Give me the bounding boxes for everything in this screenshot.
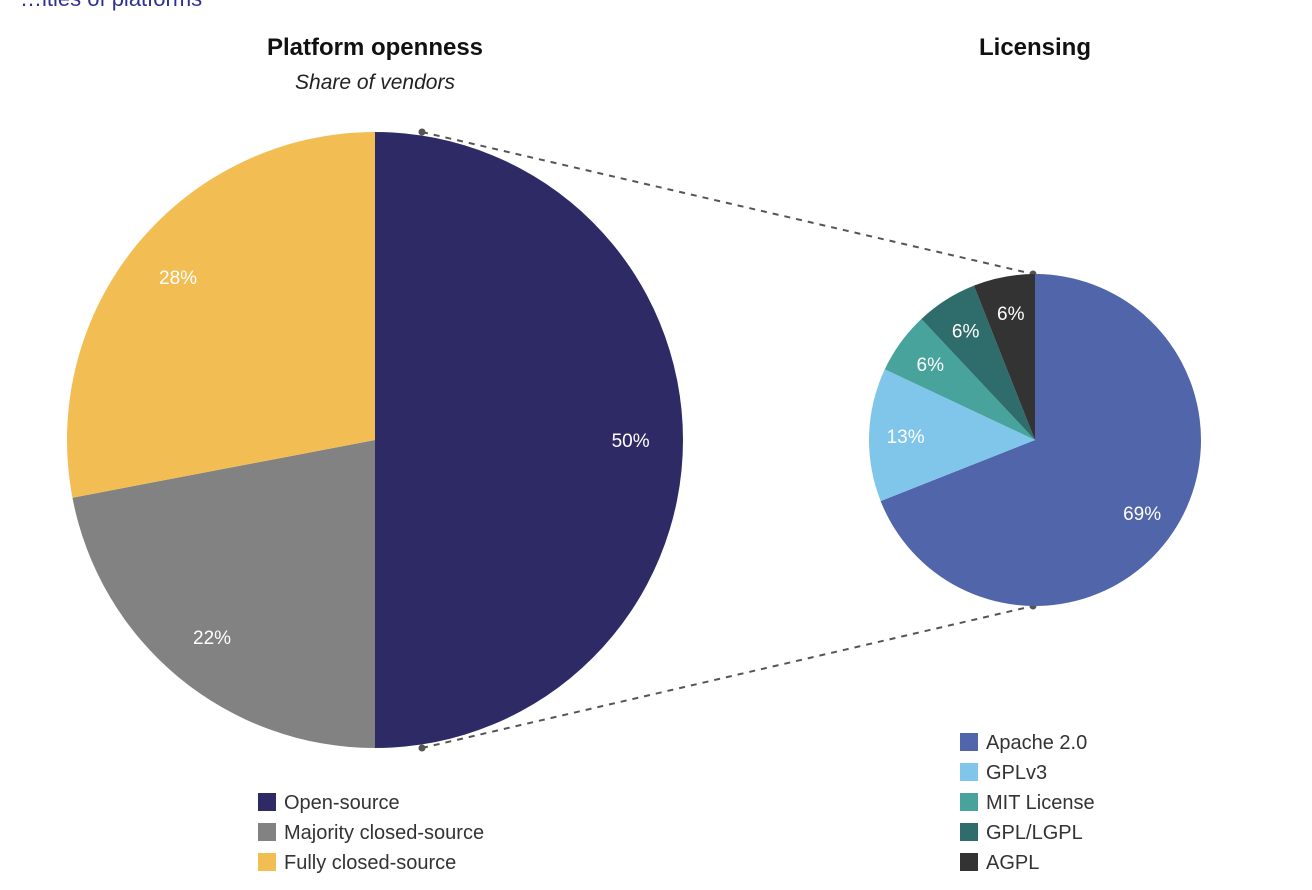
legend-swatch-gplv3	[960, 763, 978, 781]
licensing-legend: Apache 2.0 GPLv3 MIT License GPL/LGPL AGPL	[960, 732, 1095, 874]
legend-label-fully-closed-source: Fully closed-source	[284, 852, 456, 874]
left-chart-subtitle: Share of vendors	[295, 71, 455, 94]
pie-slice-gplv3	[869, 369, 1035, 502]
slice-label-apache-2-0: 69%	[1123, 504, 1161, 525]
legend-label-open-source: Open-source	[284, 792, 400, 814]
pie-slice-fully-closed-source	[66, 132, 375, 498]
connector-line-top	[421, 131, 1034, 275]
pie-slice-open-source	[375, 132, 683, 748]
pie-slice-gpl-lgpl	[921, 285, 1035, 440]
right-chart-title: Licensing	[979, 34, 1091, 61]
legend-label-gpl-lgpl: GPL/LGPL	[986, 822, 1083, 844]
platform-openness-legend: Open-source Majority closed-source Fully c…	[258, 792, 484, 874]
connector-dot-left-bottom	[418, 744, 426, 752]
pie-slice-apache-2-0	[880, 274, 1201, 606]
connector-dot-left-top	[418, 128, 426, 136]
licensing-pie: 69% 13% 6% 6% 6%	[869, 274, 1201, 606]
slice-label-mit-license: 6%	[917, 355, 945, 376]
left-chart-title: Platform openness	[267, 34, 483, 61]
slice-label-majority-closed-source: 22%	[193, 628, 231, 649]
legend-swatch-fully-closed-source	[258, 853, 276, 871]
pie-slice-mit-license	[884, 318, 1035, 440]
legend-swatch-open-source	[258, 793, 276, 811]
slice-label-gplv3: 13%	[887, 427, 925, 448]
connector-line-bottom	[421, 605, 1034, 749]
legend-label-apache-2-0: Apache 2.0	[986, 732, 1087, 754]
legend-swatch-gpl-lgpl	[960, 823, 978, 841]
legend-label-gplv3: GPLv3	[986, 762, 1047, 784]
slice-label-fully-closed-source: 28%	[159, 268, 197, 289]
slice-label-gpl-lgpl: 6%	[952, 322, 980, 343]
platform-openness-pie: 50% 22% 28%	[66, 132, 683, 748]
legend-swatch-mit-license	[960, 793, 978, 811]
legend-label-agpl: AGPL	[986, 852, 1039, 874]
slice-label-open-source: 50%	[612, 431, 650, 452]
slice-label-agpl: 6%	[997, 304, 1025, 325]
top-cut-text: …ities of platforms	[20, 0, 202, 11]
legend-swatch-apache-2-0	[960, 733, 978, 751]
pie-slice-agpl	[973, 274, 1035, 440]
legend-swatch-agpl	[960, 853, 978, 871]
pie-slice-majority-closed-source	[72, 440, 375, 748]
legend-label-majority-closed-source: Majority closed-source	[284, 822, 484, 844]
legend-swatch-majority-closed-source	[258, 823, 276, 841]
legend-label-mit-license: MIT License	[986, 792, 1095, 814]
